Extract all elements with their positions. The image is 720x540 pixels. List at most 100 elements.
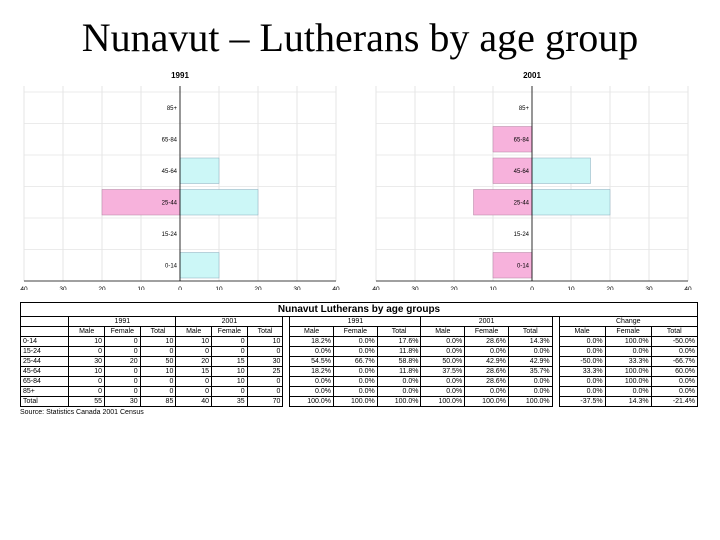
- table-cell: 85: [139, 396, 177, 407]
- table-cell: 100.0%: [604, 376, 652, 387]
- table-cell: 20: [175, 356, 213, 367]
- table-cell: 0.0%: [464, 346, 509, 357]
- row-label: 65-84: [19, 376, 70, 387]
- x-tick-label: 20: [98, 286, 106, 290]
- table-cell: 50.0%: [420, 356, 466, 367]
- column-header: Male: [558, 326, 606, 337]
- category-label: 25-44: [162, 200, 178, 206]
- category-label: 45-64: [162, 169, 178, 175]
- x-tick-label: 10: [489, 286, 497, 290]
- bar-female-45-64: [492, 157, 533, 184]
- table-cell: 42.9%: [507, 356, 553, 367]
- table-cell: 0.0%: [289, 386, 334, 397]
- table-cell: 0.0%: [420, 376, 466, 387]
- bar-female-25-44: [473, 189, 533, 216]
- table-cell: 30: [104, 396, 141, 407]
- table-cell: 0: [68, 346, 105, 357]
- table-cell: 50: [139, 356, 177, 367]
- column-header: Male: [68, 326, 105, 337]
- table-cell: 10: [68, 336, 105, 347]
- x-tick-label: 40: [372, 286, 380, 290]
- row-label: Total: [19, 396, 70, 407]
- category-label: 65-84: [162, 137, 178, 143]
- bar-male-45-64: [531, 157, 591, 184]
- table-cell: 0.0%: [604, 346, 652, 357]
- table-cell: 0: [104, 336, 141, 347]
- category-label: 85+: [167, 106, 178, 112]
- table-row: 45-64 10 0 10 15 10 25 18.2% 0.0% 11.8% 37.5% 28.6%…: [19, 366, 699, 377]
- x-tick-label: 0: [530, 286, 534, 290]
- table-cell: 0: [139, 346, 177, 357]
- table-cell: 42.9%: [464, 356, 509, 367]
- table-cell: 10: [139, 336, 177, 347]
- table-cell: 58.8%: [376, 356, 422, 367]
- table-cell: 0.0%: [376, 376, 422, 387]
- table-cell: 0.0%: [558, 336, 606, 347]
- table-cell: 0.0%: [464, 386, 509, 397]
- x-tick-label: 40: [332, 286, 340, 290]
- x-tick-label: 0: [178, 286, 182, 290]
- x-tick-label: 20: [254, 286, 262, 290]
- x-tick-label: 10: [567, 286, 575, 290]
- table-cell: -37.5%: [558, 396, 606, 407]
- table-cell: 11.8%: [376, 366, 422, 377]
- category-label: 15-24: [514, 232, 530, 238]
- table-cell: -21.4%: [650, 396, 699, 407]
- group-separator: [282, 326, 291, 337]
- table-row: 0-14 10 0 10 10 0 10 18.2% 0.0% 17.6% 0.0% 28.6% 14.…: [19, 336, 699, 347]
- group-separator: [282, 356, 291, 367]
- column-header: Female: [104, 326, 141, 337]
- chart-title: 2001: [523, 71, 541, 80]
- group-separator: [551, 316, 560, 327]
- table-cell: 0: [211, 336, 248, 347]
- group-separator: [282, 396, 291, 407]
- table-cell: 0: [246, 346, 284, 357]
- chart-title: 1991: [171, 71, 189, 80]
- column-header: Total: [246, 326, 284, 337]
- x-tick-label: 10: [215, 286, 223, 290]
- bar-male-25-44: [179, 189, 259, 216]
- x-tick-label: 30: [59, 286, 67, 290]
- group-header: 2001: [420, 316, 553, 327]
- table-cell: 0: [68, 376, 105, 387]
- category-label: 45-64: [514, 169, 530, 175]
- group-separator: [282, 366, 291, 377]
- x-tick-label: 30: [411, 286, 419, 290]
- table-cell: 100.0%: [604, 336, 652, 347]
- column-header: Female: [332, 326, 378, 337]
- group-separator: [282, 376, 291, 387]
- table-cell: 10: [175, 336, 213, 347]
- table-cell: 0.0%: [507, 386, 553, 397]
- stats-table-container: Nunavut Lutherans by age groups 1991 2001 1…: [19, 302, 699, 416]
- table-cell: 0.0%: [332, 376, 378, 387]
- table-cell: 0: [211, 346, 248, 357]
- table-cell: 0.0%: [604, 386, 652, 397]
- table-row: 85+ 0 0 0 0 0 0 0.0% 0.0% 0.0% 0.0% 0.0% 0.0% 0.0% 0.0…: [19, 386, 699, 397]
- table-cell: 14.3%: [604, 396, 652, 407]
- table-cell: 15: [211, 356, 248, 367]
- pyramid-chart-1991: 1991 85+ 65-84 45-64 25-44 15-24 0-14 40 30 20 10 0…: [20, 71, 340, 290]
- category-label: 0-14: [165, 263, 178, 269]
- x-tick-label: 30: [293, 286, 301, 290]
- table-cell: 100.0%: [289, 396, 334, 407]
- column-header: Total: [376, 326, 422, 337]
- x-tick-label: 40: [20, 286, 28, 290]
- table-cell: 0.0%: [507, 376, 553, 387]
- slide-title: Nunavut – Lutherans by age group: [81, 15, 639, 60]
- table-cell: -50.0%: [650, 336, 699, 347]
- group-separator: [551, 336, 560, 347]
- table-cell: 25: [246, 366, 284, 377]
- category-label: 15-24: [162, 232, 178, 238]
- table-cell: 30: [68, 356, 105, 367]
- table-cell: 33.3%: [604, 356, 652, 367]
- table-cell: 70: [246, 396, 284, 407]
- corner-cell: [19, 316, 70, 327]
- column-header: Female: [211, 326, 248, 337]
- table-row: Total 55 30 85 40 35 70 100.0% 100.0% 100.0% 100.0…: [19, 396, 699, 407]
- table-cell: 10: [68, 366, 105, 377]
- category-label: 85+: [519, 106, 530, 112]
- column-header: Male: [420, 326, 466, 337]
- group-separator: [282, 346, 291, 357]
- bar-female-0-14: [492, 252, 533, 279]
- table-cell: 100.0%: [507, 396, 553, 407]
